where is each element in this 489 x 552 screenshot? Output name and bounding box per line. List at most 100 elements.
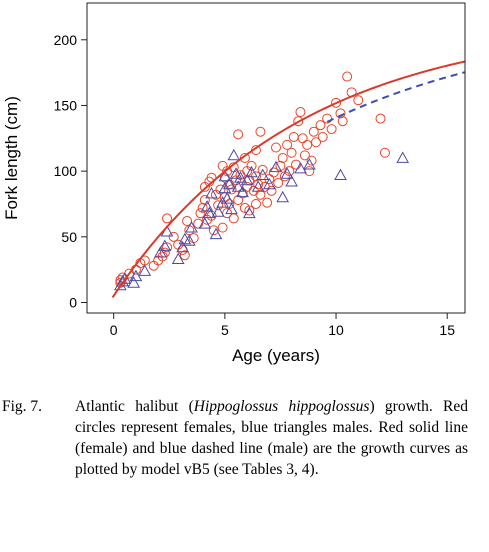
female-point <box>375 113 386 124</box>
female-point <box>262 197 273 208</box>
female-point <box>302 139 313 150</box>
male-point <box>269 160 283 173</box>
male-point <box>182 234 196 246</box>
male-point <box>216 196 229 208</box>
female-point <box>379 147 390 158</box>
male-point <box>285 175 298 187</box>
female-point <box>255 189 266 200</box>
male-point <box>176 240 189 253</box>
male-point <box>127 276 141 288</box>
y-tick-label: 0 <box>69 294 77 310</box>
male-point <box>231 180 245 192</box>
male-point <box>303 158 316 170</box>
male-point <box>234 171 247 183</box>
figure-caption: Fig. 7. Atlantic halibut (Hippoglossus h… <box>2 396 468 480</box>
male-point <box>118 272 132 284</box>
male-point <box>262 177 276 190</box>
female-point <box>215 184 226 195</box>
caption-text: Atlantic halibut (Hippoglossus hippoglos… <box>75 396 468 480</box>
female-point <box>322 113 333 124</box>
female-point <box>271 142 281 153</box>
y-axis-label: Fork length (cm) <box>2 96 21 220</box>
male-point <box>185 221 198 233</box>
female-point <box>228 213 239 224</box>
female-point <box>291 159 302 170</box>
plot-frame <box>86 2 466 314</box>
female-growth-curve <box>111 60 466 299</box>
female-point <box>311 137 322 148</box>
y-tick-label: 200 <box>54 32 78 48</box>
male-point <box>240 173 254 186</box>
male-point <box>178 232 192 245</box>
female-point <box>342 71 353 82</box>
female-point <box>286 147 297 158</box>
female-point <box>277 153 288 163</box>
female-point <box>306 155 317 166</box>
x-tick-label: 15 <box>439 322 455 338</box>
female-point <box>233 129 244 140</box>
male-point <box>245 165 258 178</box>
female-point <box>217 222 228 233</box>
male-point <box>280 167 294 179</box>
male-point <box>256 168 270 180</box>
male-point <box>211 205 225 217</box>
male-growth-curve <box>326 71 466 123</box>
female-point <box>335 108 346 119</box>
x-tick-label: 0 <box>110 322 118 338</box>
male-point <box>220 192 234 204</box>
female-point <box>337 116 348 127</box>
female-point <box>308 126 319 137</box>
female-point <box>317 131 328 142</box>
male-point <box>229 167 243 179</box>
female-point <box>244 205 255 216</box>
x-tick-label: 10 <box>328 322 344 338</box>
female-point <box>353 95 364 106</box>
x-tick-label: 5 <box>221 322 229 338</box>
caption-text-part1: Atlantic halibut ( <box>75 398 194 415</box>
female-point <box>304 166 315 177</box>
male-point <box>158 239 172 251</box>
female-point <box>282 139 293 150</box>
female-point <box>331 97 342 108</box>
female-point <box>299 150 310 161</box>
female-point <box>288 131 299 142</box>
male-point <box>205 186 218 199</box>
male-point <box>294 161 307 174</box>
female-point <box>195 208 206 219</box>
male-point <box>222 177 236 190</box>
female-point <box>182 216 193 227</box>
male-point <box>251 180 265 192</box>
male-point <box>154 246 167 258</box>
male-point <box>138 264 152 276</box>
male-point <box>218 181 232 194</box>
female-point <box>217 160 228 171</box>
female-point <box>295 107 306 118</box>
male-point <box>116 274 129 287</box>
male-point <box>171 252 185 264</box>
female-point <box>168 231 179 242</box>
male-point <box>396 151 410 163</box>
female-point <box>257 164 268 175</box>
male-point <box>225 202 238 215</box>
y-tick-label: 50 <box>61 229 77 245</box>
y-tick-label: 150 <box>54 97 78 113</box>
female-point <box>162 242 173 253</box>
male-point <box>236 185 249 198</box>
female-point <box>268 167 279 178</box>
female-point <box>284 166 295 177</box>
female-point <box>273 177 284 188</box>
female-point <box>162 213 173 224</box>
male-point <box>218 169 232 182</box>
male-point <box>227 148 241 161</box>
female-point <box>266 185 277 196</box>
caption-species: Hippoglossus hippoglossus <box>193 398 370 415</box>
female-point <box>297 133 308 144</box>
caption-text-part2: ) growth. Red circles represent females,… <box>75 398 468 478</box>
female-point <box>293 116 304 127</box>
male-point <box>242 206 256 219</box>
female-point <box>246 160 257 171</box>
male-point <box>209 227 223 240</box>
female-point <box>179 250 190 261</box>
female-point <box>208 225 219 236</box>
